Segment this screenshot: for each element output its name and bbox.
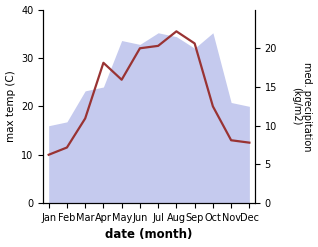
Y-axis label: max temp (C): max temp (C)	[5, 70, 16, 142]
Y-axis label: med. precipitation
(kg/m2): med. precipitation (kg/m2)	[291, 62, 313, 151]
X-axis label: date (month): date (month)	[105, 228, 193, 242]
